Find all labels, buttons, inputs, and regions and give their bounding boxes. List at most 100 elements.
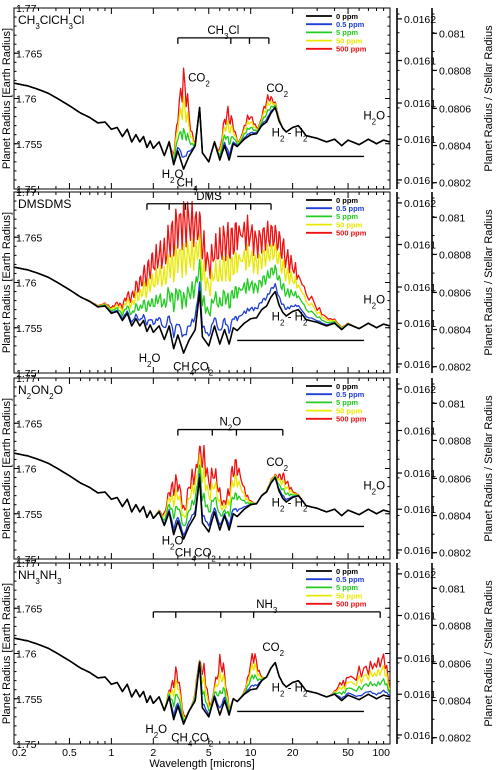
y-tick-label: 1.77 [16,187,37,199]
molecule-annotation-sub: 4 [190,368,195,377]
molecule-annotation: CO2 [266,457,288,473]
molecule-annotation-main: H [272,312,280,324]
molecule-annotation-sub2: 2 [303,689,308,698]
y-axis-title-left: Planet Radius [Earth Radius] [1,398,13,539]
right-outer-tick-label: 0.0808 [439,620,471,632]
panel-nh3: 1.751.7551.761.7651.770.0160.01610.01610… [1,558,495,751]
panel-title-bracket_main: DMS [45,197,72,211]
y-axis-title-left: Planet Radius [Earth Radius] [1,583,13,724]
panel-title: NH3NH3 [18,568,62,586]
right-inner-tick-label: 0.0161 [404,504,436,516]
molecule-annotation: CO2 [194,547,216,563]
x-tick-label: 2 [150,747,156,759]
spectra-group [14,200,390,354]
molecule-annotation-main: CO [188,72,205,84]
molecule-annotation-sub: 2 [209,368,214,377]
molecule-annotation: H2 - H2 [272,128,308,144]
molecule-annotation: H2O [363,294,385,310]
legend-label: 500 ppm [336,229,367,238]
panel-title-label_main: N [18,383,27,397]
spectrum-0-ppm [14,637,390,725]
panel-title-label_sub: 2 [27,392,32,401]
y-tick-label: 1.76 [16,464,37,476]
right-inner-tick-label: 0.0161 [404,98,436,110]
panel-title-bracket_main: NH [40,568,57,582]
molecule-annotation-sub: 2 [154,731,159,740]
molecule-annotation-sub: 2 [280,134,285,143]
panel-title: DMSDMS [18,197,71,211]
right-outer-tick-label: 0.0804 [439,696,471,708]
molecule-annotation-tail: - H [284,128,303,140]
panel-title-bracket_sub: 3 [68,22,73,31]
molecule-annotation-sub: 2 [280,318,285,327]
right-outer-tick-label: 0.0804 [439,325,471,337]
legend-label: 500 ppm [336,600,367,609]
panel-title-label_tail: O [31,383,40,397]
right-inner-tick-label: 0.0161 [404,282,436,294]
right-inner-tick-label: 0.016 [404,359,430,371]
panel-title-bracket_tail: Cl [73,13,84,27]
molecule-annotation: CO2 [192,732,214,748]
band-bracket-label-bracket_main: CH [207,25,224,37]
molecule-annotation-sub2: 2 [303,318,308,327]
molecule-annotation: CO2 [262,642,284,658]
legend-label: 0 ppm [336,382,358,391]
molecule-annotation-sub: 2 [284,463,289,472]
panel-n2o: 1.751.7551.761.7651.770.0160.01610.01610… [1,373,495,566]
molecule-annotation-sub: 2 [147,360,152,369]
molecule-annotation-main: H [272,128,280,140]
right-outer-tick-label: 0.0804 [439,141,471,153]
y-axis-title-left: Planet Radius [Earth Radius] [1,212,13,353]
plot-frame [13,562,391,745]
y-tick-label: 1.77 [16,373,37,385]
band-bracket-label: DMS [196,191,222,203]
legend-label: 5 ppm [336,28,358,37]
y-tick-label: 1.765 [16,418,42,430]
band-bracket-label: N2O [219,417,241,433]
y-tick-label: 1.75 [16,184,37,196]
molecule-annotation: CH4 [171,732,193,748]
spectrum-500-ppm [14,200,390,330]
legend-label: 5 ppm [336,212,358,221]
x-tick-label: 10 [245,747,257,759]
molecule-annotation-tail: O [376,294,385,306]
y-axis-title-right: Planet Radius / Stellar Radius [483,580,495,727]
molecule-annotation-tail: - H [284,498,303,510]
molecule-annotation-sub: 2 [205,79,210,88]
molecule-annotation-sub: 2 [280,689,285,698]
molecule-annotation: CH4 [175,547,197,563]
molecule-annotation-tail: - H [284,312,303,324]
panel-title-bracket_sub: 2 [49,392,54,401]
panel-dms: 1.751.7551.761.7651.770.0160.01610.01610… [1,187,495,380]
y-tick-label: 1.765 [16,603,42,615]
panel-title-label_sub: 3 [35,577,40,586]
band-bracket-label-bracket_tail: Cl [228,25,239,37]
x-tick-label: 5 [206,747,212,759]
molecule-annotation: H2 - H2 [272,498,308,514]
molecule-annotation: H2O [162,169,184,185]
legend-label: 500 ppm [336,415,367,424]
y-tick-label: 1.765 [16,232,42,244]
panel-title-bracket_tail: O [54,383,63,397]
spectra-group [14,67,390,170]
right-outer-tick-label: 0.0806 [439,473,471,485]
molecule-annotation-main: CO [266,457,283,469]
band-bracket-label-bracket_sub: 3 [224,31,229,40]
right-inner-tick-label: 0.0161 [404,425,436,437]
y-tick-label: 1.77 [16,558,37,570]
right-outer-tick-label: 0.0808 [439,65,471,77]
panel-title-label_main: CH [18,13,35,27]
spectrum-0-ppm [14,82,390,170]
molecule-annotation-sub: 2 [280,504,285,513]
molecule-annotation-sub: 2 [211,554,216,563]
right-inner-tick-label: 0.0162 [404,14,436,26]
molecule-annotation: H2 - H2 [272,312,308,328]
right-inner-tick-label: 0.0161 [404,653,436,665]
molecule-annotation-sub2: 2 [303,134,308,143]
legend-label: 0 ppm [336,12,358,21]
molecule-annotation-main: CO [194,547,211,559]
right-outer-tick-label: 0.0806 [439,103,471,115]
panel-title-label_main: DMS [18,197,45,211]
y-tick-label: 1.765 [16,48,42,60]
